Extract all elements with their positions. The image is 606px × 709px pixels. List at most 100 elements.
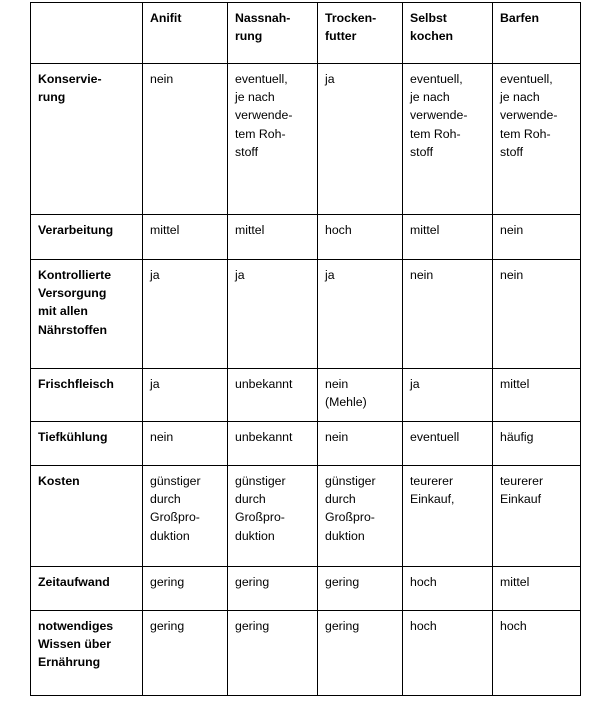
cell-line: ja [325, 268, 335, 282]
cell-line: mittel [410, 223, 440, 237]
cell-frischfleisch-barfen: mittel [492, 368, 581, 422]
cell-line: duktion [150, 528, 190, 543]
cell-line: ja [150, 268, 160, 282]
cell-tiefkuehlung-nassnahrung: unbekannt [227, 421, 318, 466]
cell-zeitaufwand-trockenfutter: gering [317, 566, 403, 611]
cell-line: hoch [410, 575, 437, 589]
cell-verarbeitung-selbst_kochen: mittel [402, 214, 493, 260]
cell-line: Anifit [150, 11, 182, 25]
table-row: Kontrollierte Versorgung mit allen Nährstof… [30, 259, 581, 369]
cell-kontrollierte-versorgung-anifit: ja [142, 259, 228, 369]
cell-line: eventuell, [235, 72, 288, 86]
cell-line: Nassnah- [235, 11, 291, 25]
cell-kosten-selbst_kochen: teurerer Einkauf, [402, 465, 493, 567]
cell-zeitaufwand-barfen: mittel [492, 566, 581, 611]
row-header-frischfleisch: Frischfleisch [30, 368, 143, 422]
cell-line: nein [410, 268, 434, 282]
cell-verarbeitung-anifit: mittel [142, 214, 228, 260]
cell-notwendiges-wissen-barfen: hoch [492, 610, 581, 696]
cell-konservierung-anifit: nein [142, 63, 228, 215]
cell-kontrollierte-versorgung-barfen: nein [492, 259, 581, 369]
cell-line: teurerer [500, 474, 544, 488]
cell-konservierung-selbst_kochen: eventuell, je nach verwende-tem Roh-stoff [402, 63, 493, 215]
table-row: Frischfleisch ja unbekannt nein (Mehle) ja mit… [30, 368, 581, 422]
cell-konservierung-nassnahrung: eventuell, je nach verwende-tem Roh-stoff [227, 63, 318, 215]
table-corner-cell [30, 2, 143, 64]
cell-line: günstiger [235, 474, 286, 488]
cell-verarbeitung-nassnahrung: mittel [227, 214, 318, 260]
table-row: Kosten günstiger durch Großpro-duktion günst… [30, 465, 581, 567]
cell-line: Selbst [410, 11, 447, 25]
row-header-kosten: Kosten [30, 465, 143, 567]
cell-line: mittel [150, 223, 180, 237]
cell-line: stoff [410, 144, 434, 159]
cell-frischfleisch-selbst_kochen: ja [402, 368, 493, 422]
cell-notwendiges-wissen-selbst_kochen: hoch [402, 610, 493, 696]
cell-kosten-anifit: günstiger durch Großpro-duktion [142, 465, 228, 567]
cell-line: günstiger [150, 474, 201, 488]
cell-line: Zeitaufwand [38, 575, 110, 589]
cell-line: rung [235, 29, 263, 44]
table-row: Tiefkühlung nein unbekannt nein eventuell häu… [30, 421, 581, 466]
cell-line: nein [500, 223, 524, 237]
cell-line: nein [150, 430, 174, 444]
table-row: Verarbeitung mittel mittel hoch mittel nein [30, 214, 581, 260]
cell-line: ja [150, 377, 160, 391]
row-header-kontrollierte-versorgung: Kontrollierte Versorgung mit allen Nährstof… [30, 259, 143, 369]
cell-line: je nach [235, 90, 275, 105]
cell-line: Barfen [500, 11, 539, 25]
cell-konservierung-barfen: eventuell, je nach verwende-tem Roh-stoff [492, 63, 581, 215]
row-header-verarbeitung: Verarbeitung [30, 214, 143, 260]
cell-line: nein [325, 377, 349, 391]
cell-line: Trocken- [325, 11, 377, 25]
cell-line: günstiger [325, 474, 376, 488]
cell-notwendiges-wissen-trockenfutter: gering [317, 610, 403, 696]
column-header-selbst-kochen: Selbst kochen [402, 2, 493, 64]
cell-line: hoch [500, 619, 527, 633]
cell-line: nein [150, 72, 174, 86]
cell-frischfleisch-anifit: ja [142, 368, 228, 422]
cell-line: häufig [500, 430, 534, 444]
cell-line: Einkauf, [410, 492, 455, 507]
cell-line: verwende- [235, 108, 293, 123]
cell-notwendiges-wissen-nassnahrung: gering [227, 610, 318, 696]
cell-line: durch [325, 492, 356, 507]
cell-line: Konservie- [38, 72, 102, 86]
cell-line: nein [500, 268, 524, 282]
cell-line: hoch [325, 223, 352, 237]
cell-line: ja [325, 72, 335, 86]
cell-zeitaufwand-nassnahrung: gering [227, 566, 318, 611]
cell-line: mittel [235, 223, 265, 237]
cell-line: tem Roh- [500, 126, 551, 141]
cell-frischfleisch-nassnahrung: unbekannt [227, 368, 318, 422]
table-row: notwendiges Wissen über Ernährung gering ger… [30, 610, 581, 696]
cell-line: eventuell, [500, 72, 553, 86]
cell-line: futter [325, 29, 357, 44]
cell-line: mittel [500, 377, 530, 391]
cell-line: eventuell [410, 430, 460, 444]
cell-kontrollierte-versorgung-nassnahrung: ja [227, 259, 318, 369]
cell-line: gering [325, 575, 360, 589]
table-row: Konservie-rung nein eventuell, je nach verwe… [30, 63, 581, 215]
cell-line: Frischfleisch [38, 377, 114, 391]
cell-line: nein [325, 430, 349, 444]
cell-line: verwende- [410, 108, 468, 123]
cell-kosten-trockenfutter: günstiger durch Großpro-duktion [317, 465, 403, 567]
cell-line: (Mehle) [325, 395, 367, 410]
cell-line: gering [150, 619, 185, 633]
table-header-row: Anifit Nassnah-rung Trocken-futter Selbs… [30, 2, 581, 64]
cell-line: eventuell, [410, 72, 463, 86]
cell-line: Tiefkühlung [38, 430, 108, 444]
cell-line: unbekannt [235, 377, 293, 391]
cell-line: Kosten [38, 474, 80, 488]
cell-line: Wissen über [38, 637, 112, 652]
table-body: Konservie-rung nein eventuell, je nach verwe… [30, 63, 581, 696]
cell-line: Kontrollierte [38, 268, 112, 282]
cell-line: notwendiges [38, 619, 114, 633]
cell-line: mit allen [38, 304, 88, 319]
cell-line: Ernährung [38, 655, 101, 670]
cell-line: Großpro- [325, 510, 375, 525]
table-row: Zeitaufwand gering gering gering hoch mittel [30, 566, 581, 611]
cell-line: rung [38, 90, 66, 105]
